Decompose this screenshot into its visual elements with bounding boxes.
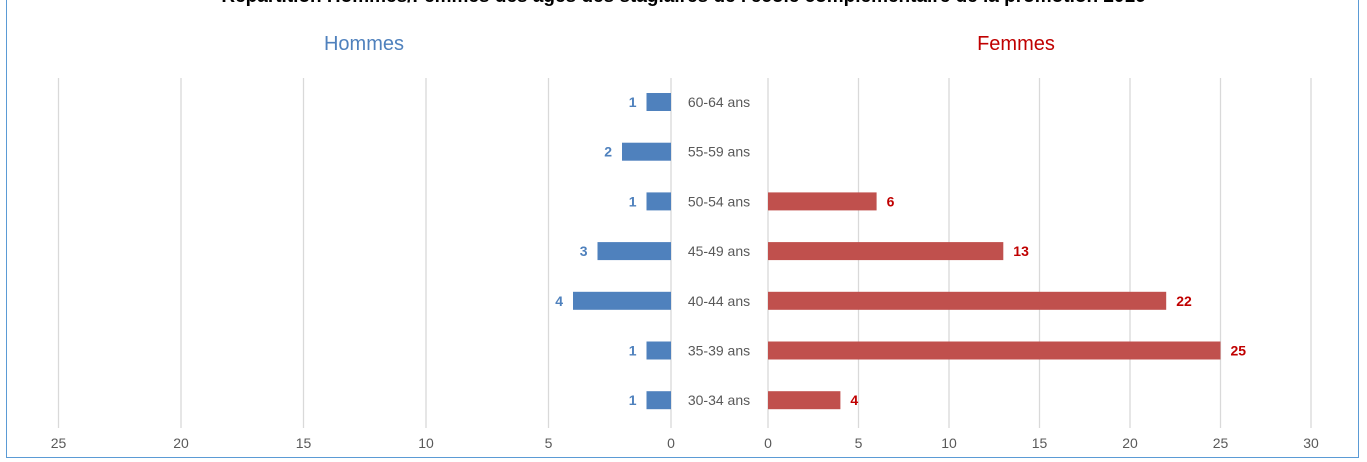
category-label: 55-59 ans — [688, 144, 750, 160]
data-label-hommes: 1 — [629, 94, 637, 110]
gridlines — [57, 78, 1312, 428]
bar-hommes — [573, 291, 671, 310]
category-label: 40-44 ans — [688, 293, 750, 309]
chart-frame — [6, 0, 1359, 458]
data-label-hommes: 3 — [580, 243, 588, 259]
data-label-hommes: 1 — [629, 193, 637, 209]
bar-femmes — [768, 341, 1221, 360]
bar-femmes — [768, 391, 841, 410]
data-label-hommes: 1 — [629, 343, 637, 359]
tick-label-left: 25 — [51, 435, 67, 451]
series-label-femmes: Femmes — [977, 33, 1055, 55]
tick-label-right: 0 — [764, 435, 772, 451]
tick-label-right: 30 — [1303, 435, 1319, 451]
labels: 25 20 15 10 5 0 0 5 10 15 20 25 30 60-64 ans 1 55-59 an… — [51, 94, 1319, 451]
bar-femmes — [768, 242, 1004, 261]
tick-label-right: 25 — [1213, 435, 1229, 451]
category-label: 30-34 ans — [688, 392, 750, 408]
bar-hommes — [597, 242, 671, 261]
category-label: 45-49 ans — [688, 243, 750, 259]
tick-label-right: 5 — [855, 435, 863, 451]
series-label-hommes: Hommes — [324, 33, 404, 55]
data-label-hommes: 2 — [604, 144, 612, 160]
chart-title: Répartition Hommes/Femmes des âges des s… — [0, 0, 1367, 8]
bar-femmes — [768, 192, 877, 211]
tick-label-left: 10 — [418, 435, 434, 451]
tick-label-right: 15 — [1032, 435, 1048, 451]
data-label-femmes: 25 — [1231, 343, 1247, 359]
category-label: 60-64 ans — [688, 94, 750, 110]
bar-hommes — [646, 391, 671, 410]
data-label-femmes: 22 — [1176, 293, 1192, 309]
data-label-hommes: 1 — [629, 392, 637, 408]
bar-hommes — [646, 192, 671, 211]
tick-label-left: 20 — [173, 435, 189, 451]
data-label-femmes: 13 — [1013, 243, 1029, 259]
bar-femmes — [768, 291, 1167, 310]
bar-hommes — [622, 142, 671, 161]
tick-label-left: 5 — [545, 435, 553, 451]
tick-label-left: 15 — [296, 435, 312, 451]
bar-hommes — [646, 341, 671, 360]
category-label: 50-54 ans — [688, 193, 750, 209]
tick-label-left: 0 — [667, 435, 675, 451]
category-label: 35-39 ans — [688, 343, 750, 359]
data-label-femmes: 4 — [850, 392, 858, 408]
data-label-hommes: 4 — [555, 293, 563, 309]
bars — [573, 93, 1221, 410]
tick-label-right: 10 — [941, 435, 957, 451]
tick-label-right: 20 — [1122, 435, 1138, 451]
data-label-femmes: 6 — [887, 193, 895, 209]
bar-hommes — [646, 93, 671, 111]
